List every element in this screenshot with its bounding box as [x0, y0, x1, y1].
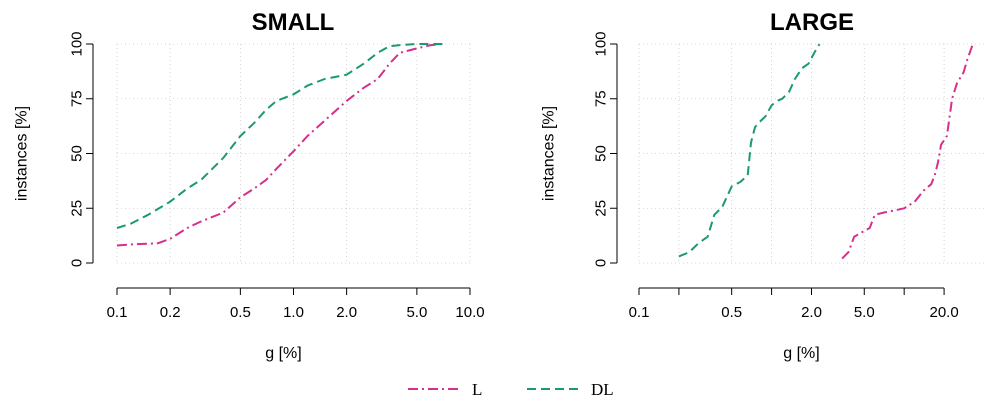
small-y-tick-label: 0: [69, 259, 86, 267]
small-x-tick-label: 5.0: [406, 304, 427, 321]
large-y-tick-label: 0: [593, 259, 610, 267]
legend-label-dl: DL: [591, 380, 614, 399]
large-y-tick-label: 100: [593, 31, 610, 56]
small-x-tick-label: 0.5: [230, 304, 251, 321]
small-y-tick-label: 50: [69, 145, 86, 162]
large-x-axis-label: g [%]: [783, 345, 819, 362]
small-panel: 0.1 0.2 0.5 1.0 2.0 5.0 10.0 0 25 50 75 100 SMALL g […: [14, 9, 485, 362]
large-x-tick-label: 0.5: [721, 304, 742, 321]
large-panel: 0.1 0.5 2.0 5.0 20.0 0 25 50 75 100 LARGE g [%] inst…: [541, 9, 984, 362]
small-x-tick-label: 2.0: [336, 304, 357, 321]
small-title: SMALL: [252, 9, 335, 36]
small-x-tick-label: 10.0: [455, 304, 484, 321]
large-y-tick-label: 75: [593, 90, 610, 107]
legend-label-l: L: [472, 380, 482, 399]
large-x-tick-label: 5.0: [854, 304, 875, 321]
small-x-axis-label: g [%]: [265, 345, 301, 362]
large-y-axis-label: instances [%]: [541, 106, 558, 201]
small-x-tick-label: 0.2: [160, 304, 181, 321]
large-series-dl-line: [678, 43, 821, 258]
large-y-tick-label: 25: [593, 200, 610, 217]
small-y-axis-label: instances [%]: [14, 106, 31, 201]
small-series-dl-line: [116, 43, 443, 229]
small-y-tick-label: 25: [69, 200, 86, 217]
large-x-tick-label: 2.0: [801, 304, 822, 321]
small-x-tick-label: 0.1: [107, 304, 128, 321]
small-y-tick-label: 75: [69, 90, 86, 107]
small-series-l-line: [116, 43, 443, 247]
legend: L DL: [408, 380, 614, 399]
large-title: LARGE: [770, 9, 854, 36]
large-series-l-line: [841, 43, 974, 260]
large-y-tick-label: 50: [593, 145, 610, 162]
small-y-tick-label: 100: [69, 31, 86, 56]
large-x-tick-label: 0.1: [629, 304, 650, 321]
large-x-tick-label: 20.0: [929, 304, 958, 321]
small-x-tick-label: 1.0: [283, 304, 304, 321]
